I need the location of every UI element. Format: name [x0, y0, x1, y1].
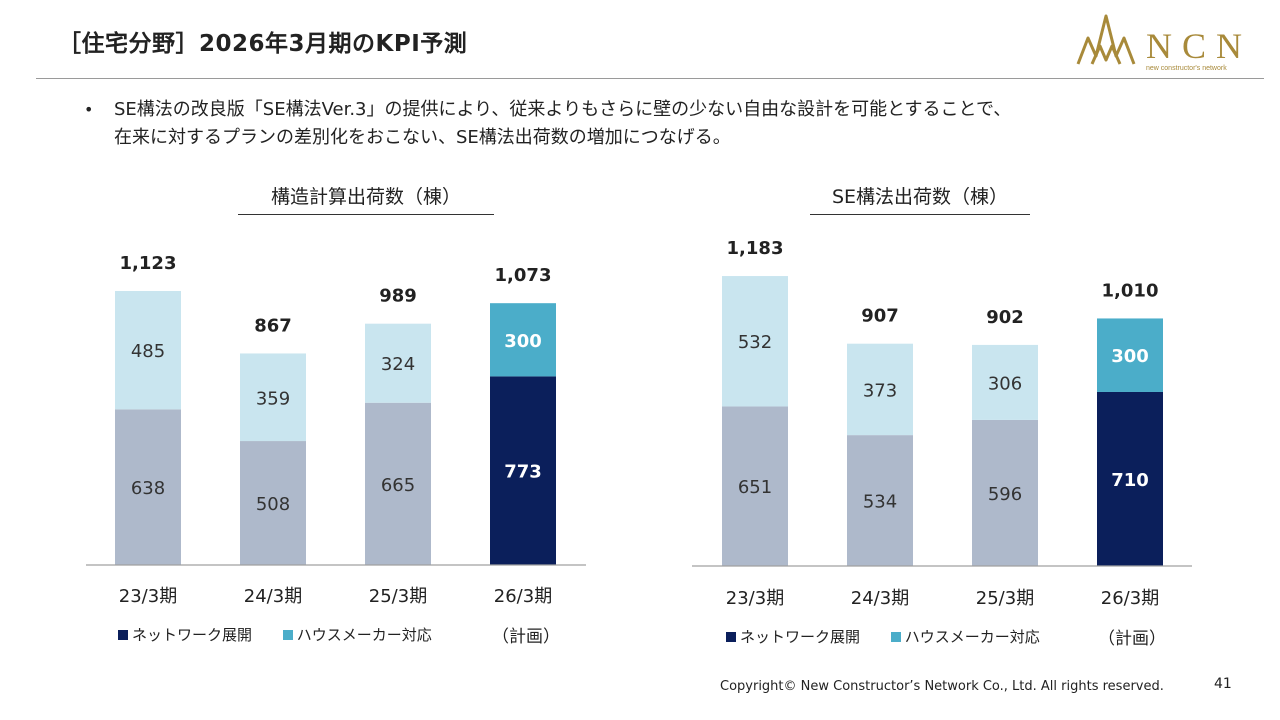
legend-item-network: ネットワーク展開 — [726, 628, 860, 646]
legend-item-housemaker: ハウスメーカー対応 — [282, 626, 432, 644]
data-label-network: 508 — [256, 494, 290, 515]
bar-network — [972, 419, 1038, 566]
chart-1-title: 構造計算出荷数（棟） — [270, 186, 461, 208]
ncn-logo: NCN new constructor's network — [1072, 8, 1252, 74]
data-label-total: 1,073 — [495, 265, 552, 286]
data-label-housemaker: 324 — [381, 354, 415, 375]
category-label: 23/3期 — [119, 586, 177, 607]
copyright-text: Copyright© New Constructor’s Network Co.… — [720, 679, 1164, 694]
data-label-total: 989 — [379, 286, 417, 307]
data-label-housemaker: 373 — [863, 380, 897, 401]
data-label-network: 773 — [504, 462, 542, 483]
bar-housemaker — [490, 303, 556, 377]
chart-1-legend: ネットワーク展開 ハウスメーカー対応 — [118, 624, 458, 645]
bullet-line-2: 在来に対するプランの差別化をおこない、SE構法出荷数の増加につなげる。 — [114, 127, 731, 148]
bar-network — [365, 402, 431, 565]
bar-network — [240, 441, 306, 565]
bar-housemaker — [722, 276, 788, 407]
data-label-total: 1,010 — [1102, 280, 1159, 301]
legend-label-housemaker: ハウスメーカー対応 — [904, 628, 1040, 646]
category-label: 26/3期 — [494, 586, 552, 607]
bar-housemaker — [365, 323, 431, 403]
data-label-network: 638 — [131, 478, 165, 499]
logo-subtext: new constructor's network — [1146, 65, 1227, 72]
legend-swatch-housemaker — [890, 632, 901, 642]
bullet-text: SE構法の改良版「SE構法Ver.3」の提供により、従来よりもさらに壁の少ない自… — [114, 96, 1214, 152]
bar-housemaker — [115, 290, 181, 410]
chart-2-title-underline — [810, 214, 1030, 215]
data-label-housemaker: 300 — [1111, 346, 1149, 367]
data-label-total: 902 — [986, 307, 1024, 328]
bar-housemaker — [240, 353, 306, 442]
category-label: 26/3期 — [1101, 588, 1159, 609]
legend-label-housemaker: ハウスメーカー対応 — [296, 626, 432, 644]
category-label: 24/3期 — [851, 588, 909, 609]
data-label-total: 907 — [861, 306, 899, 327]
logo-text: NCN — [1146, 26, 1252, 66]
bar-housemaker — [972, 344, 1038, 420]
data-label-network: 665 — [381, 475, 415, 496]
page-number: 41 — [1214, 676, 1232, 692]
category-label: 25/3期 — [369, 586, 427, 607]
data-label-network: 710 — [1111, 470, 1149, 491]
legend-swatch-housemaker — [282, 630, 293, 640]
bar-network — [847, 435, 913, 566]
legend-item-network: ネットワーク展開 — [118, 626, 252, 644]
bar-network — [115, 409, 181, 565]
legend-swatch-network — [726, 632, 736, 642]
bar-housemaker — [1097, 318, 1163, 392]
page-title: ［住宅分野］2026年3月期のKPI予測 — [58, 31, 468, 57]
title-divider — [36, 78, 1264, 79]
data-label-total: 1,123 — [120, 253, 177, 274]
chart-2-legend: ネットワーク展開 ハウスメーカー対応 — [726, 626, 1066, 647]
data-label-housemaker: 485 — [131, 341, 165, 362]
legend-swatch-network — [118, 630, 128, 640]
data-label-network: 596 — [988, 484, 1022, 505]
category-label: 24/3期 — [244, 586, 302, 607]
chart-1-plan-note: （計画） — [492, 627, 560, 647]
data-label-housemaker: 532 — [738, 332, 772, 353]
chart-2-title: SE構法出荷数（棟） — [831, 186, 1009, 208]
legend-label-network: ネットワーク展開 — [740, 628, 861, 646]
bullet-marker: • — [84, 100, 94, 119]
chart-2-plan-note: （計画） — [1098, 629, 1166, 649]
category-label: 25/3期 — [976, 588, 1034, 609]
data-label-total: 867 — [254, 315, 292, 336]
bar-housemaker — [847, 343, 913, 436]
data-label-housemaker: 306 — [988, 373, 1022, 394]
bullet-line-1: SE構法の改良版「SE構法Ver.3」の提供により、従来よりもさらに壁の少ない自… — [114, 99, 1012, 120]
data-label-total: 1,183 — [727, 238, 784, 259]
chart-1-title-underline — [238, 214, 494, 215]
bar-network — [722, 406, 788, 566]
bar-network — [490, 376, 556, 565]
category-label: 23/3期 — [726, 588, 784, 609]
data-label-network: 651 — [738, 477, 772, 498]
legend-item-housemaker: ハウスメーカー対応 — [890, 628, 1040, 646]
ncn-logo-mark-icon: NCN new constructor's network — [1076, 14, 1252, 72]
bar-network — [1097, 391, 1163, 566]
data-label-network: 534 — [863, 492, 897, 513]
data-label-housemaker: 300 — [504, 331, 542, 352]
legend-label-network: ネットワーク展開 — [132, 626, 253, 644]
data-label-housemaker: 359 — [256, 388, 290, 409]
